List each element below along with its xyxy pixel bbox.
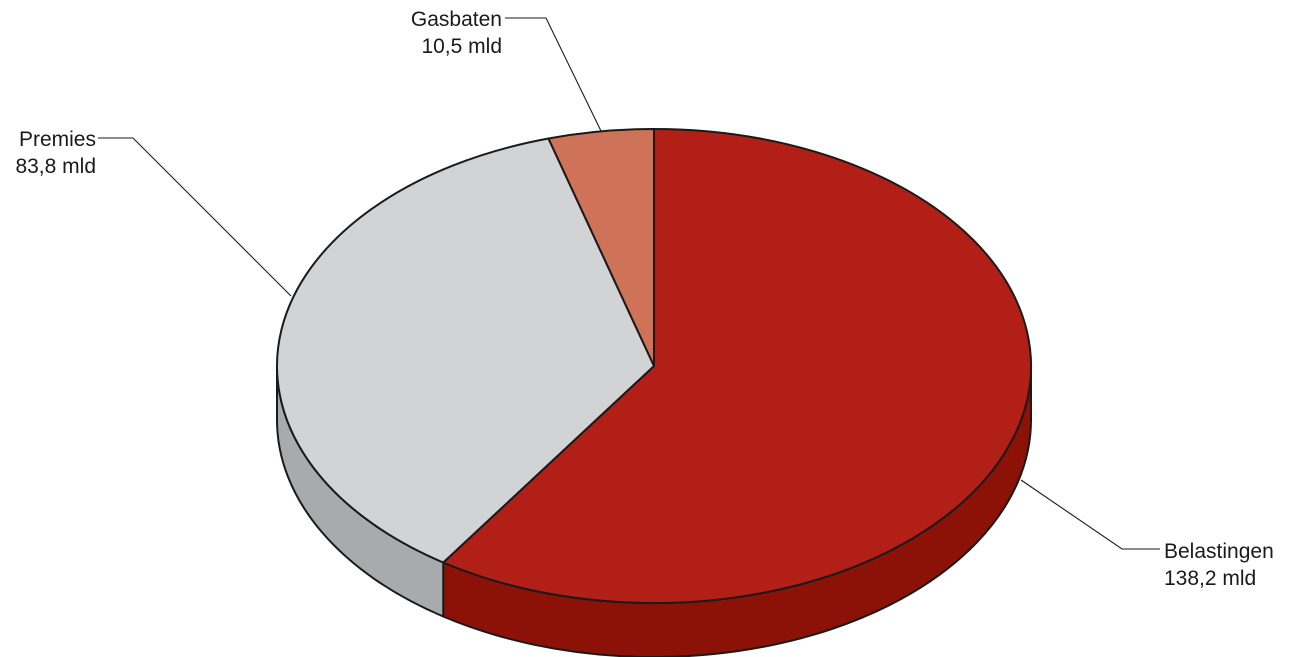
value-label-belastingen: 138,2 mld xyxy=(1164,567,1256,590)
slice-gasbaten xyxy=(547,128,655,367)
slice-belastingen xyxy=(442,128,1032,604)
leader-lines xyxy=(98,17,1160,550)
value-label-premies: 83,8 mld xyxy=(15,155,96,178)
slice-premies xyxy=(276,137,655,564)
slice-labels: Belastingen 138,2 mld Premies 83,8 mld Gasba… xyxy=(15,8,1273,590)
label-belastingen: Belastingen xyxy=(1164,540,1274,563)
label-gasbaten: Gasbaten xyxy=(411,8,502,31)
leader-line-gasbaten xyxy=(505,17,602,132)
leader-line-premies xyxy=(98,137,292,297)
pie-slices xyxy=(276,128,1032,604)
leader-line-belastingen xyxy=(1020,479,1160,550)
value-label-gasbaten: 10,5 mld xyxy=(421,35,502,58)
label-premies: Premies xyxy=(19,128,96,151)
